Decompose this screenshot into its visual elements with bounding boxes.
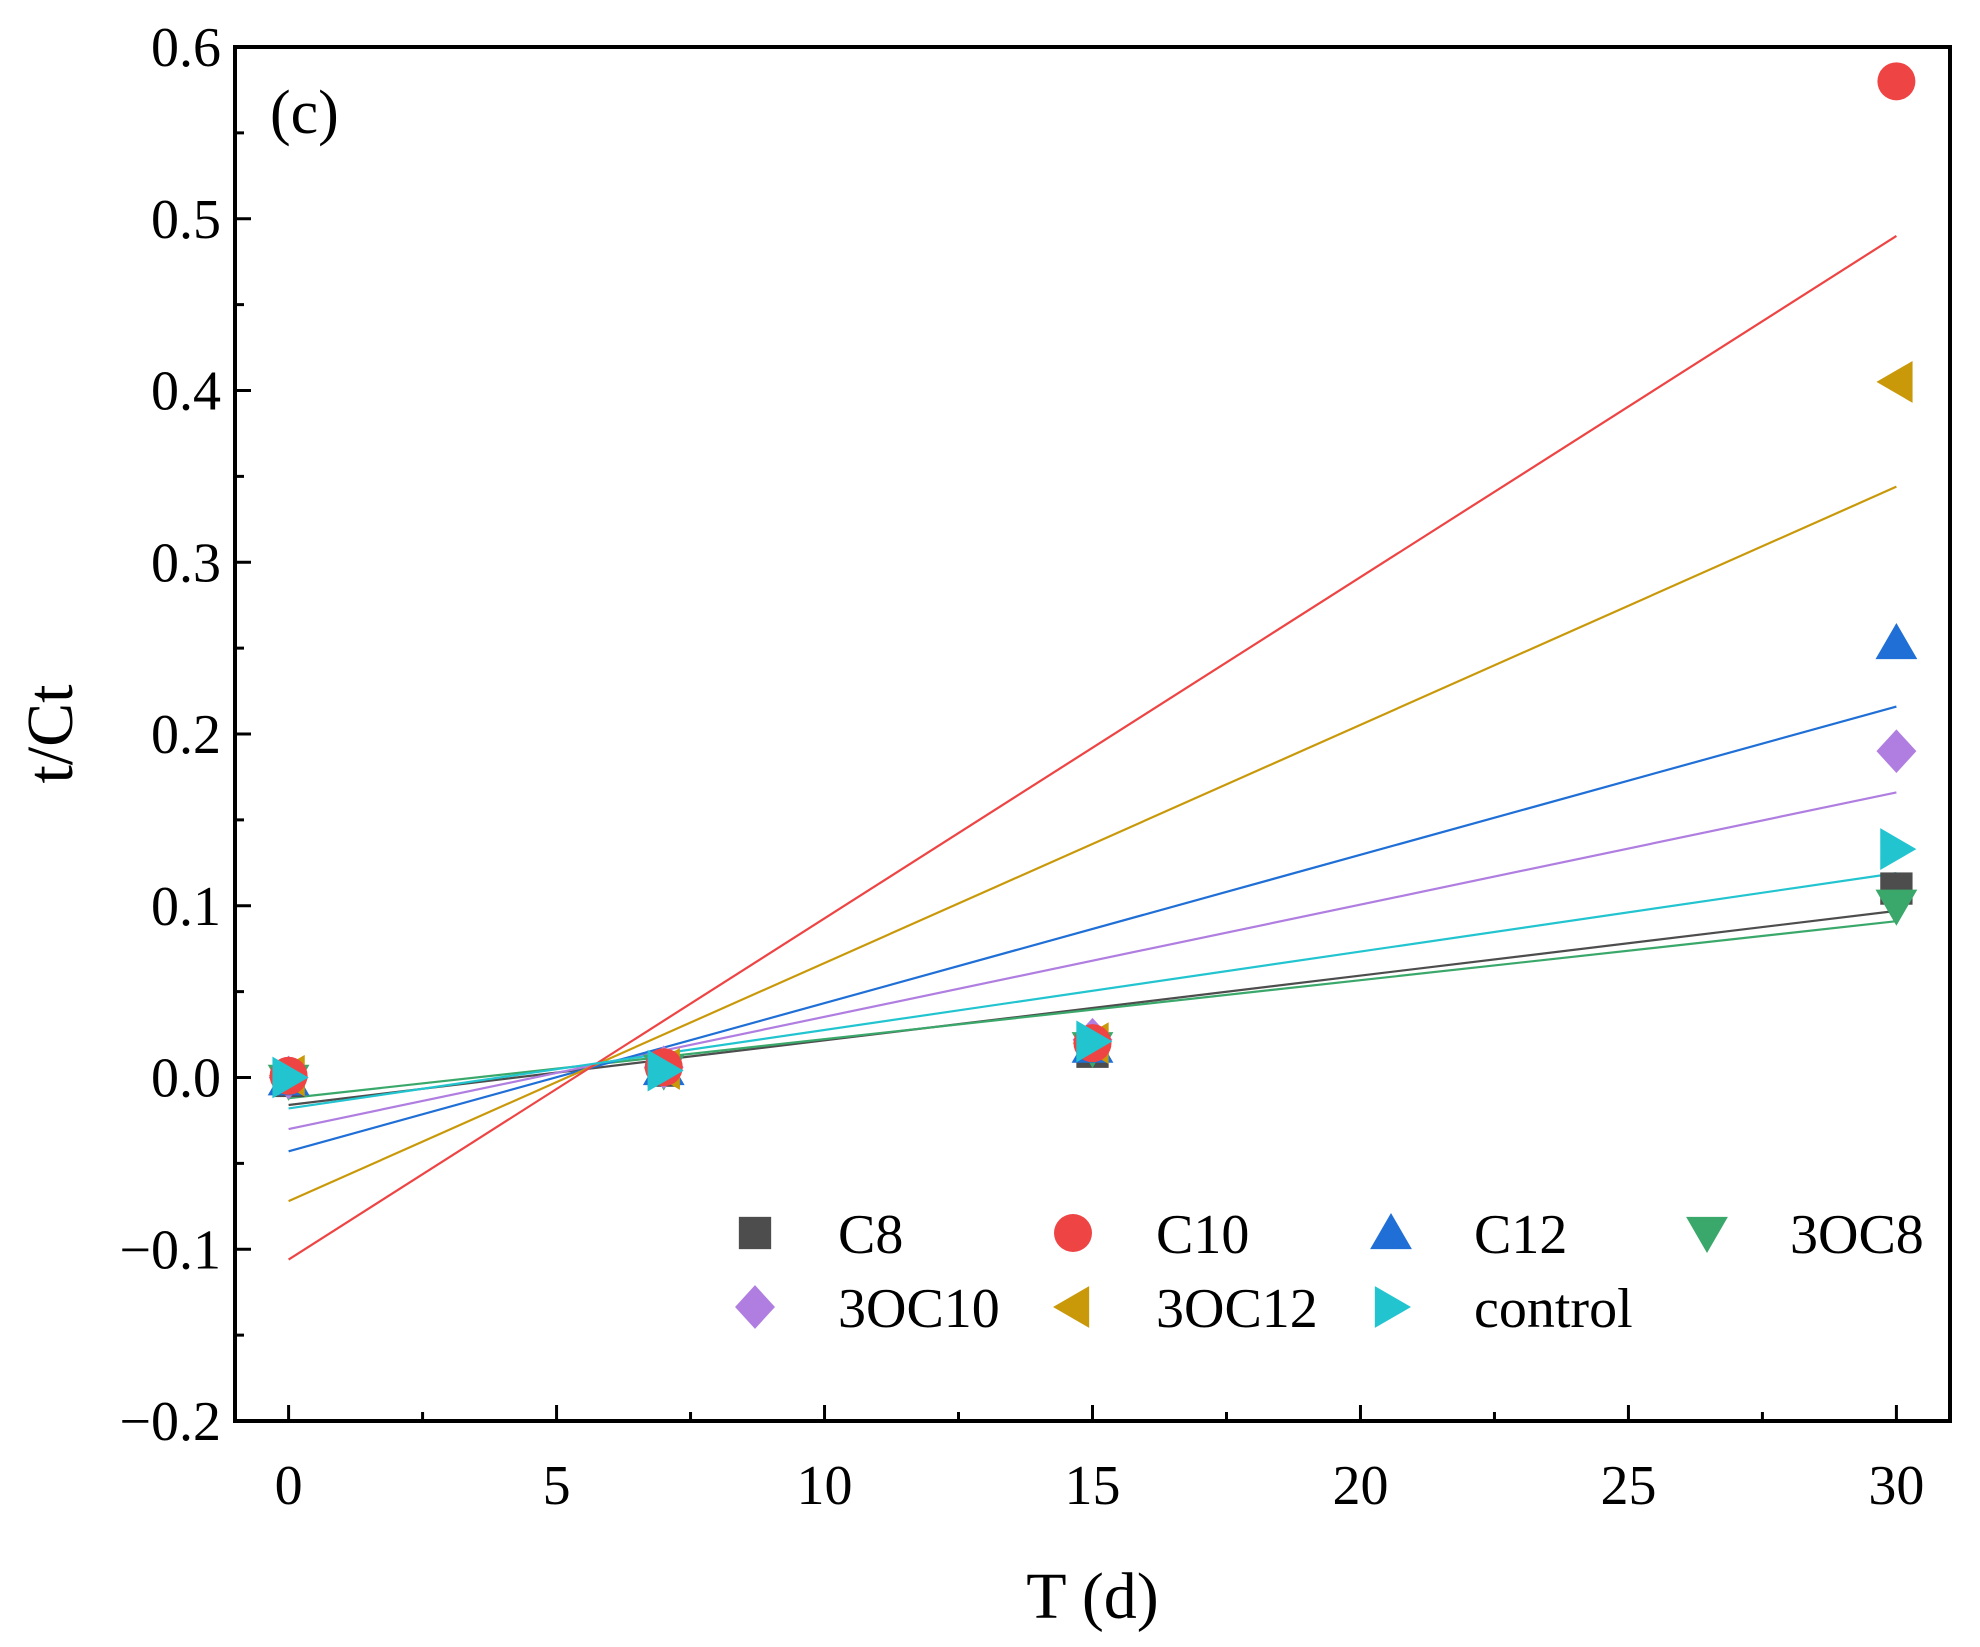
fit-lines	[288, 234, 1897, 1261]
x-tick-label-30: 30	[1868, 1455, 1924, 1517]
plot-frame	[233, 45, 1952, 1423]
y-tick-label-3: 0.1	[151, 876, 221, 938]
legend-marker-3oc8	[1686, 1216, 1728, 1253]
legend-marker-c12	[1370, 1213, 1412, 1250]
fit-line-c10	[288, 234, 1897, 1261]
y-tick-label-6: 0.4	[151, 361, 221, 423]
x-axis-title: T (d)	[1026, 1560, 1159, 1633]
legend-marker-control	[1374, 1286, 1411, 1328]
point-control-0	[272, 1056, 309, 1099]
legend-marker-c8	[738, 1216, 772, 1250]
y-tick-label-1: −0.1	[119, 1219, 221, 1281]
point-3oc8-30	[1875, 889, 1918, 926]
x-tick-label-5: 5	[543, 1455, 571, 1517]
x-tick-label-20: 20	[1332, 1455, 1388, 1517]
point-control-30	[1880, 828, 1917, 870]
legend: C8 C10 C12 3OC8 3OC10 3OC12 control	[735, 1204, 1924, 1340]
data-points	[267, 62, 1918, 1101]
fit-line-3oc12	[288, 485, 1897, 1203]
point-control-7	[647, 1049, 684, 1092]
fit-line-c12	[288, 705, 1897, 1153]
legend-label-c10: C10	[1156, 1204, 1249, 1266]
x-tick-label-10: 10	[797, 1455, 853, 1517]
point-c10-30	[1877, 62, 1916, 101]
fit-line-control	[288, 872, 1897, 1110]
point-c12-30	[1875, 623, 1918, 660]
legend-label-c12: C12	[1474, 1204, 1567, 1266]
legend-marker-3oc12	[1053, 1286, 1090, 1328]
fit-line-3oc8	[288, 920, 1897, 1100]
y-axis-title: t/Ct	[14, 684, 87, 783]
x-tick-label-25: 25	[1600, 1455, 1656, 1517]
y-tick-label-4: 0.2	[151, 704, 221, 766]
legend-label-3oc10: 3OC10	[838, 1278, 1000, 1340]
legend-label-c8: C8	[838, 1204, 903, 1266]
fit-line-3oc10	[288, 791, 1897, 1131]
point-control-15	[1076, 1020, 1113, 1063]
x-tick-label-0: 0	[275, 1455, 303, 1517]
legend-label-3oc8: 3OC8	[1790, 1204, 1924, 1266]
panel-label: (c)	[270, 79, 339, 147]
legend-marker-3oc10	[735, 1285, 775, 1329]
legend-label-control: control	[1474, 1278, 1633, 1340]
fit-line-c8	[288, 909, 1897, 1107]
legend-marker-c10	[1054, 1214, 1092, 1252]
y-tick-label-0: −0.2	[119, 1391, 221, 1453]
y-tick-label-5: 0.3	[151, 532, 221, 594]
x-tick-label-15: 15	[1065, 1455, 1121, 1517]
point-3oc12-30	[1876, 361, 1913, 403]
y-tick-label-8: 0.6	[151, 17, 221, 79]
y-tick-label-2: 0.0	[151, 1048, 221, 1110]
axis-ticks: 0 5 10 15 20 25 30 −0.2 −0.1 0.0 0.1 0.2 0.3 0.4 0.5 0.…	[119, 17, 1924, 1517]
y-tick-label-7: 0.5	[151, 189, 221, 251]
legend-label-3oc12: 3OC12	[1156, 1278, 1318, 1340]
point-3oc10-30	[1876, 729, 1917, 774]
